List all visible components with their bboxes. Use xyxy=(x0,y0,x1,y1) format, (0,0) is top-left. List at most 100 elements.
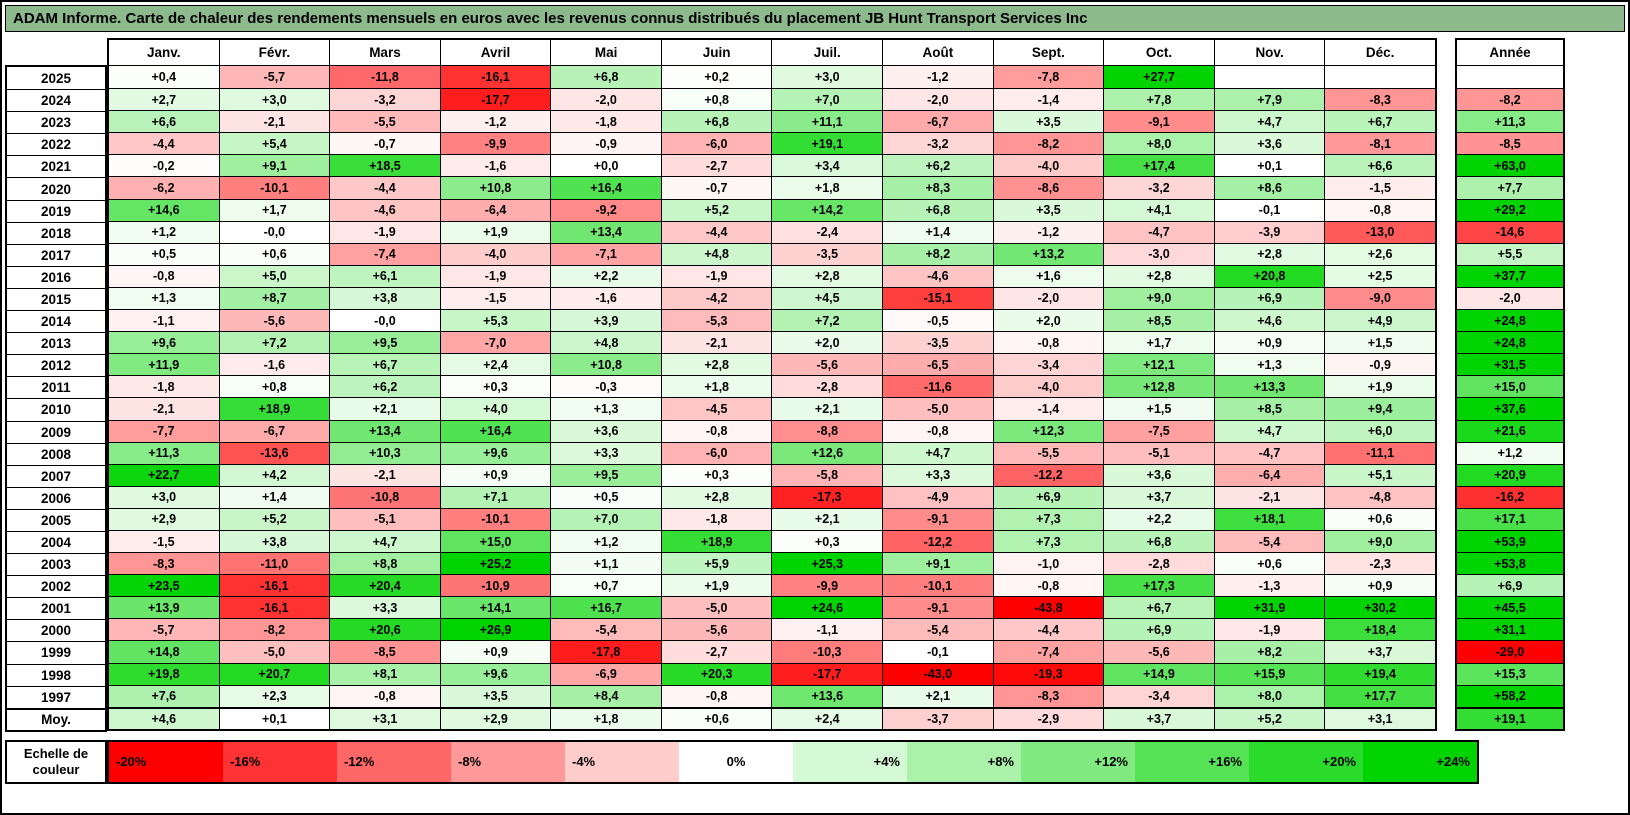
heatmap-row: +6,6 -2,1 -5,5 -1,2 -1,8 +6,8 +11,1 -6,7 +3,5 -9,… xyxy=(109,110,1435,133)
heatmap-cell: +4,6 xyxy=(1213,310,1325,332)
heatmap-row: -6,2 -10,1 -4,4 +10,8 +16,4 -0,7 +1,8 +8,3 -8,6-… xyxy=(109,176,1435,199)
heatmap-cell: +6,8 xyxy=(1103,530,1214,553)
heatmap-cell: -5,5 xyxy=(992,442,1104,464)
annual-cell: +7,7 xyxy=(1457,176,1563,199)
annual-header: Année xyxy=(1457,40,1563,66)
heatmap-cell: -8,3 xyxy=(1324,89,1435,111)
heatmap-cell: +2,1 xyxy=(329,398,440,420)
heatmap-cell: +5,3 xyxy=(439,310,551,332)
annual-cell: -29,0 xyxy=(1457,640,1563,663)
months-header-row: Janv. Févr. Mars Avril Mai Juin Juil. Août Sept.… xyxy=(109,40,1435,66)
heatmap-cell: +19,4 xyxy=(1324,663,1435,685)
heatmap-cell: -3,2 xyxy=(882,133,993,155)
heatmap-cell: +5,1 xyxy=(1324,464,1435,486)
year-label: 2016 xyxy=(7,265,105,288)
monthly-returns-table: Janv. Févr. Mars Avril Mai Juin Juil. Août Sept.… xyxy=(107,38,1437,731)
heatmap-cell: -5,0 xyxy=(882,398,993,420)
months-body: +0,4 -5,7 -11,8 -16,1 +6,8 +0,2 +3,0 -1,2 -7,8 +2… xyxy=(109,66,1435,729)
heatmap-row: +14,8 -5,0 -8,5 +0,9 -17,8 -2,7 -10,3 -0,1 -7,4-… xyxy=(109,640,1435,663)
heatmap-cell: +6,7 xyxy=(1324,111,1435,133)
color-scale-segment: +20% xyxy=(1249,741,1363,782)
heatmap-cell: -3,4 xyxy=(1103,685,1214,707)
heatmap-row: +22,7 +4,2 -2,1 +0,9 +9,5 +0,3 -5,8 +3,3 -12,2 +3… xyxy=(109,463,1435,486)
heatmap-cell: -8,3 xyxy=(992,685,1104,707)
heatmap-cell: +2,8 xyxy=(660,354,772,376)
heatmap-cell: -3,2 xyxy=(329,89,440,111)
heatmap-cell: -4,9 xyxy=(882,486,993,508)
heatmap-cell: +17,4 xyxy=(1103,155,1214,177)
heatmap-cell: +1,4 xyxy=(218,486,330,508)
heatmap-cell: -5,6 xyxy=(660,619,772,641)
color-scale-segment: -20% xyxy=(109,741,223,782)
heatmap-cell: +6,2 xyxy=(329,376,440,398)
heatmap-cell: +3,8 xyxy=(218,530,330,553)
heatmap-cell: +0,0 xyxy=(550,155,661,177)
heatmap-cell: -11,1 xyxy=(1324,442,1435,464)
heatmap-row: +0,4 -5,7 -11,8 -16,1 +6,8 +0,2 +3,0 -1,2 -7,8 +2… xyxy=(109,66,1435,89)
year-label: 2019 xyxy=(7,199,105,222)
heatmap-cell: -1,9 xyxy=(1213,619,1325,641)
heatmap-cell: +4,7 xyxy=(1213,111,1325,133)
heatmap-cell: +3,3 xyxy=(882,464,993,486)
heatmap-cell: +2,8 xyxy=(771,265,883,287)
heatmap-cell: -10,9 xyxy=(439,575,551,597)
heatmap-cell: +0,7 xyxy=(550,575,661,597)
heatmap-cell: +8,3 xyxy=(882,177,993,199)
heatmap-cell xyxy=(1213,66,1325,89)
heatmap-cell: +6,8 xyxy=(660,111,772,133)
heatmap-cell: -2,1 xyxy=(218,111,330,133)
heatmap-cell: -0,1 xyxy=(882,641,993,663)
heatmap-cell: +26,9 xyxy=(439,619,551,641)
heatmap-cell: +16,4 xyxy=(550,177,661,199)
color-scale-segment: 0% xyxy=(679,741,793,782)
heatmap-row: -0,8 +5,0 +6,1 -1,9 +2,2 -1,9 +2,8 -4,6 +1,6 +2,8… xyxy=(109,264,1435,287)
heatmap-cell: +8,2 xyxy=(882,243,993,265)
heatmap-cell: +3,0 xyxy=(109,486,219,508)
heatmap-cell: -10,1 xyxy=(218,177,330,199)
annual-cell: +53,8 xyxy=(1457,552,1563,575)
heatmap-cell: +20,7 xyxy=(218,663,330,685)
heatmap-cell: +2,4 xyxy=(439,354,551,376)
heatmap-row: -8,3 -11,0 +8,8 +25,2 +1,1 +5,9 +25,3 +9,1 -1,0-… xyxy=(109,552,1435,575)
heatmap-cell: -4,2 xyxy=(660,287,772,310)
heatmap-cell: +2,7 xyxy=(109,89,219,111)
heatmap-cell: -3,5 xyxy=(882,332,993,354)
heatmap-cell: -5,4 xyxy=(1213,530,1325,553)
heatmap-cell: +4,1 xyxy=(1103,199,1214,221)
heatmap-cell: -4,7 xyxy=(1213,442,1325,464)
annual-returns-column: Année -8,2 +11,3 -8,5 +63,0 +7,7 +29,2 -14,6 +5… xyxy=(1455,38,1565,731)
heatmap-cell: +1,8 xyxy=(550,708,661,729)
heatmap-cell: -0,8 xyxy=(1324,199,1435,221)
heatmap-cell: +11,9 xyxy=(109,354,219,376)
heatmap-cell: -1,1 xyxy=(771,619,883,641)
heatmap-cell: +1,9 xyxy=(439,221,551,243)
heatmap-cell: -2,0 xyxy=(550,89,661,111)
heatmap-cell: +1,7 xyxy=(218,199,330,221)
heatmap-area: 2025 2024 2023 2022 2021 2020 2019 2018 2017 2016… xyxy=(5,38,1625,732)
annual-cell: +58,2 xyxy=(1457,684,1563,707)
heatmap-cell: +1,9 xyxy=(660,575,772,597)
heatmap-cell: -0,0 xyxy=(218,221,330,243)
year-label: 2021 xyxy=(7,155,105,178)
annual-cell: +15,3 xyxy=(1457,662,1563,685)
heatmap-cell: +16,4 xyxy=(439,420,551,442)
heatmap-row: +4,6 +0,1 +3,1 +2,9 +1,8 +0,6 +2,4 -3,7 -2,9 +3,7… xyxy=(109,706,1435,729)
heatmap-cell: -4,5 xyxy=(660,398,772,420)
annual-cell: +24,8 xyxy=(1457,331,1563,354)
heatmap-cell: +8,8 xyxy=(329,553,440,575)
heatmap-cell: +14,6 xyxy=(109,199,219,221)
heatmap-cell: +12,1 xyxy=(1103,354,1214,376)
heatmap-cell: -2,0 xyxy=(882,89,993,111)
heatmap-cell: +1,3 xyxy=(1213,354,1325,376)
year-label: 2011 xyxy=(7,376,105,399)
year-label: 2009 xyxy=(7,420,105,443)
heatmap-cell: +3,0 xyxy=(218,89,330,111)
year-label: 2007 xyxy=(7,464,105,487)
heatmap-cell: +9,0 xyxy=(1103,287,1214,310)
color-scale-segment: +24% xyxy=(1363,741,1477,782)
heatmap-row: +23,5 -16,1 +20,4 -10,9 +0,7 +1,9 -9,9 -10,1 -0,… xyxy=(109,574,1435,597)
month-header-cell: Févr. xyxy=(218,40,330,65)
heatmap-cell: -13,6 xyxy=(218,442,330,464)
heatmap-cell: +5,2 xyxy=(1213,708,1325,729)
heatmap-cell: -4,0 xyxy=(992,376,1104,398)
